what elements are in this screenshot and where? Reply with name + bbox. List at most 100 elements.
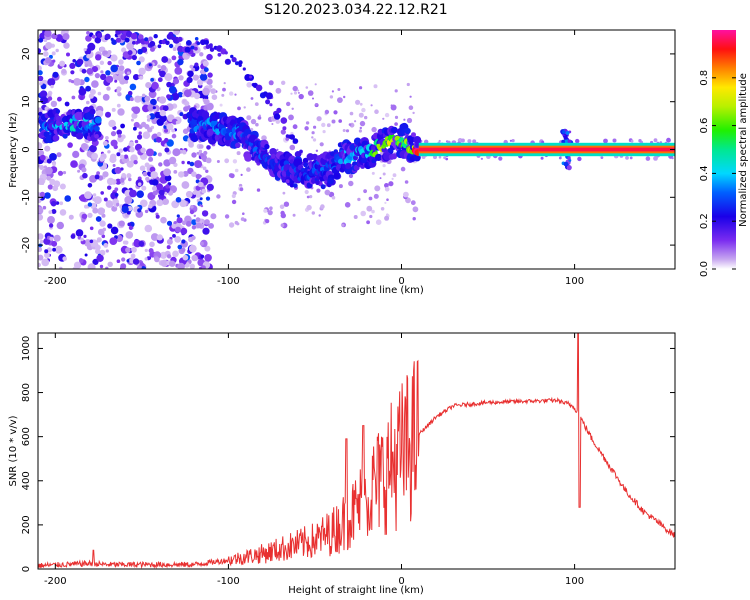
spectrogram-ridge-halo xyxy=(52,134,60,142)
spectrogram-noise-point xyxy=(653,156,658,161)
spectrogram-trace-point xyxy=(299,149,303,154)
spectrogram-noise-point xyxy=(61,68,67,74)
spectrogram-noise-point xyxy=(653,138,658,143)
spectrogram-noise-point xyxy=(176,214,180,218)
spectrogram-noise-point xyxy=(149,241,155,248)
spectrogram-noise-point xyxy=(292,213,296,217)
spectrogram-noise-point xyxy=(275,87,282,94)
spectrogram-noise-point xyxy=(38,37,44,43)
spectrogram-noise-point xyxy=(59,209,67,216)
spectrogram-noise-point xyxy=(123,147,128,152)
spectrogram-noise-point xyxy=(406,117,413,124)
spectrogram-noise-point xyxy=(39,154,46,161)
spectrogram-noise-point xyxy=(333,110,338,115)
spectrogram-noise-point xyxy=(128,225,133,230)
spectrogram-noise-point xyxy=(224,214,230,219)
spectrogram-noise-point xyxy=(94,36,102,44)
spectrogram-noise-point xyxy=(211,94,218,100)
spectrogram-noise-point xyxy=(181,247,186,252)
spectrogram-noise-point xyxy=(51,240,58,247)
spectrogram-noise-point xyxy=(311,136,314,139)
spectrogram-noise-point xyxy=(210,88,217,94)
spectrogram-trace-point xyxy=(161,39,166,45)
spectrogram-noise-point xyxy=(105,266,109,269)
spectrogram-trace-point xyxy=(238,60,243,65)
spectrogram-ridge-halo xyxy=(315,180,320,186)
spectrogram-noise-point xyxy=(92,193,97,197)
spectrogram-noise-point xyxy=(121,173,127,178)
spectrogram-noise-point xyxy=(168,86,177,94)
spectrogram-noise-point xyxy=(181,220,187,226)
spectrogram-noise-point xyxy=(39,32,46,40)
spectrogram-noise-point xyxy=(319,142,324,147)
spectrogram-noise-point xyxy=(51,209,57,214)
spectrogram-noise-point xyxy=(166,245,171,250)
spectrogram-noise-point xyxy=(95,244,101,251)
spectrogram-noise-point xyxy=(166,139,174,147)
spectrogram-noise-point xyxy=(338,119,343,123)
spectrogram-noise-point xyxy=(384,183,389,188)
spectrogram-noise-point xyxy=(129,146,135,153)
spectrogram-noise-point xyxy=(199,144,204,149)
spectrogram-noise-point xyxy=(267,210,273,216)
spectrogram-noise-point xyxy=(177,244,183,250)
spectrogram-noise-point xyxy=(246,115,252,121)
spectrogram-noise-point xyxy=(119,154,125,160)
spectrogram-noise-point xyxy=(326,123,331,128)
spectrogram-noise-point xyxy=(129,83,137,91)
spectrogram-ridge-point xyxy=(94,125,100,132)
spectrogram-noise-point xyxy=(191,171,197,177)
spectrogram-noise-point xyxy=(84,204,88,209)
spectrogram-ridge-halo xyxy=(333,173,340,179)
spectrogram-noise-point xyxy=(382,172,386,176)
spectrogram-noise-point xyxy=(76,58,84,66)
spectrogram-noise-point xyxy=(127,222,132,227)
x-tick-label: 100 xyxy=(565,276,584,287)
spectrogram-noise-point xyxy=(85,35,92,42)
spectrogram-noise-point xyxy=(443,156,446,160)
spectrogram-noise-point xyxy=(206,53,213,61)
spectrogram-ridge-halo xyxy=(264,143,270,150)
spectrogram-noise-point xyxy=(369,214,373,219)
spectrogram-noise-point xyxy=(186,76,193,84)
spectrogram-noise-point xyxy=(338,184,343,189)
spectrogram-noise-point xyxy=(39,191,46,197)
spectrogram-noise-point xyxy=(39,81,43,86)
spectrogram-trace-point xyxy=(302,157,309,164)
spectrogram-ridge-halo xyxy=(345,162,352,170)
spectrogram-noise-point xyxy=(577,156,582,162)
spectrogram-noise-point xyxy=(137,182,142,186)
spectrogram-noise-point xyxy=(159,70,166,78)
spectrogram-marks xyxy=(38,30,675,269)
spectrogram-noise-point xyxy=(318,214,321,217)
spectrogram-noise-point xyxy=(384,201,387,204)
spectrogram-noise-point xyxy=(191,152,197,158)
spectrogram-noise-point xyxy=(128,141,135,147)
spectrogram-noise-point xyxy=(105,249,109,253)
spectrogram-noise-point xyxy=(337,88,341,91)
spectrogram-noise-point xyxy=(316,116,322,122)
spectrogram-noise-point xyxy=(50,200,57,207)
spectrogram-noise-point xyxy=(297,91,300,94)
spectrogram-noise-point xyxy=(409,95,412,98)
spectrogram-noise-point xyxy=(59,266,63,269)
spectrogram-noise-point xyxy=(265,219,270,224)
spectrogram-trace-point xyxy=(196,41,201,46)
spectrogram-noise-point xyxy=(203,106,208,111)
spectrogram-trace-point xyxy=(144,37,149,42)
y-tick-label: 800 xyxy=(21,383,32,402)
spectrogram-noise-point xyxy=(184,100,190,107)
spectrogram-noise-point xyxy=(228,222,235,228)
spectrogram-noise-point xyxy=(199,197,203,201)
spectrogram-noise-point xyxy=(194,62,199,67)
spectrogram-noise-point xyxy=(379,177,382,180)
spectrogram-noise-point xyxy=(361,107,366,113)
spectrogram-noise-point xyxy=(134,139,139,144)
y-tick-label: 20 xyxy=(21,48,32,61)
spectrogram-noise-point xyxy=(152,106,156,110)
spectrogram-noise-point xyxy=(73,78,81,86)
spectrogram-feature-point xyxy=(567,156,571,160)
spectrogram-noise-point xyxy=(146,148,154,157)
spectrogram-noise-point xyxy=(124,240,129,245)
spectrogram-noise-point xyxy=(400,166,406,172)
